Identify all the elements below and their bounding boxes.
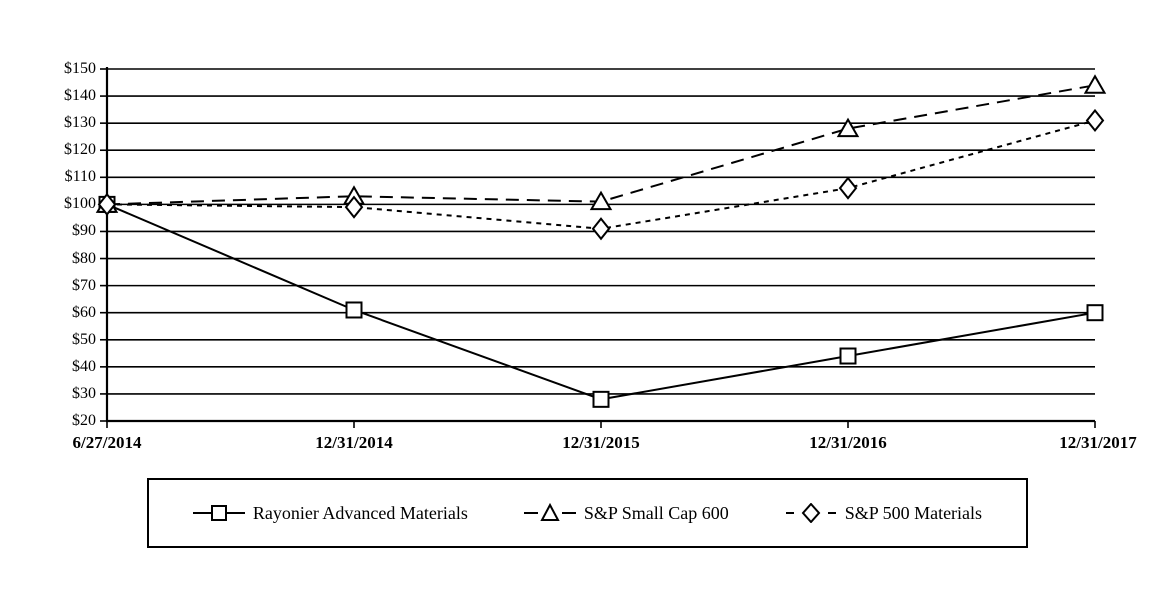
series-marker-diamond [591, 217, 611, 241]
y-axis-tick-label: $100 [64, 195, 96, 213]
series-marker-diamond [344, 195, 364, 219]
x-axis-tick-label: 12/31/2017 [1059, 433, 1137, 452]
dashed-line-triangle-marker-icon [523, 503, 576, 521]
y-axis-tick-label: $30 [72, 384, 96, 402]
y-axis-tick-label: $150 [64, 60, 96, 77]
chart-plot [95, 67, 1107, 428]
legend-label: S&P Small Cap 600 [583, 502, 729, 523]
series-marker-triangle [1083, 74, 1107, 94]
series-marker-square [839, 347, 857, 365]
x-axis-tick-label: 12/31/2015 [562, 433, 640, 452]
legend-item-rayonier-advanced-materials: Rayonier Advanced Materials [192, 502, 468, 524]
series-marker-diamond [97, 192, 117, 216]
series-marker-diamond [838, 176, 858, 200]
x-axis-tick-label: 12/31/2014 [315, 433, 393, 452]
series-line-diamond [106, 119, 1096, 230]
series-marker-triangle [589, 190, 613, 211]
legend-item-sp-small-cap-600: S&P Small Cap 600 [523, 502, 729, 524]
y-axis-tick-label: $120 [64, 141, 96, 159]
y-axis-tick-label: $60 [72, 303, 96, 321]
y-axis-tick-label: $20 [72, 412, 96, 429]
x-axis-tick-label: 12/31/2016 [809, 433, 887, 452]
legend-item-sp-500-materials: S&P 500 Materials [785, 503, 982, 524]
y-axis-tick-label: $130 [64, 114, 96, 132]
series-marker-triangle [836, 117, 860, 138]
series-marker-square [592, 390, 610, 408]
legend-label: Rayonier Advanced Materials [252, 502, 468, 523]
y-axis-tick-label: $90 [72, 222, 96, 240]
series-line-triangle [106, 84, 1096, 206]
chart-legend: Rayonier Advanced Materials S&P Small Ca… [147, 478, 1028, 548]
y-axis-tick-label: $80 [72, 249, 96, 267]
y-axis-tick-label: $70 [72, 276, 96, 294]
x-axis-tick-label: 6/27/2014 [72, 433, 142, 452]
y-axis-tick-label: $140 [64, 87, 96, 105]
y-axis-tick-label: $50 [72, 330, 96, 348]
y-axis-tick-label: $110 [64, 168, 96, 186]
solid-line-square-marker-icon [192, 505, 245, 521]
y-axis-tick-label: $40 [72, 357, 96, 375]
legend-label: S&P 500 Materials [844, 502, 983, 523]
series-marker-diamond [1085, 108, 1105, 133]
series-marker-square [1086, 304, 1104, 322]
dotted-line-diamond-marker-icon [785, 503, 836, 523]
series-marker-square [345, 301, 363, 319]
